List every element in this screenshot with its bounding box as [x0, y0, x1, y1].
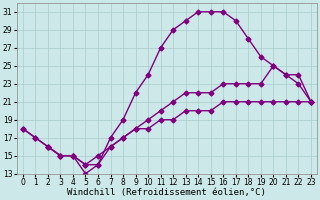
X-axis label: Windchill (Refroidissement éolien,°C): Windchill (Refroidissement éolien,°C) — [68, 188, 266, 197]
